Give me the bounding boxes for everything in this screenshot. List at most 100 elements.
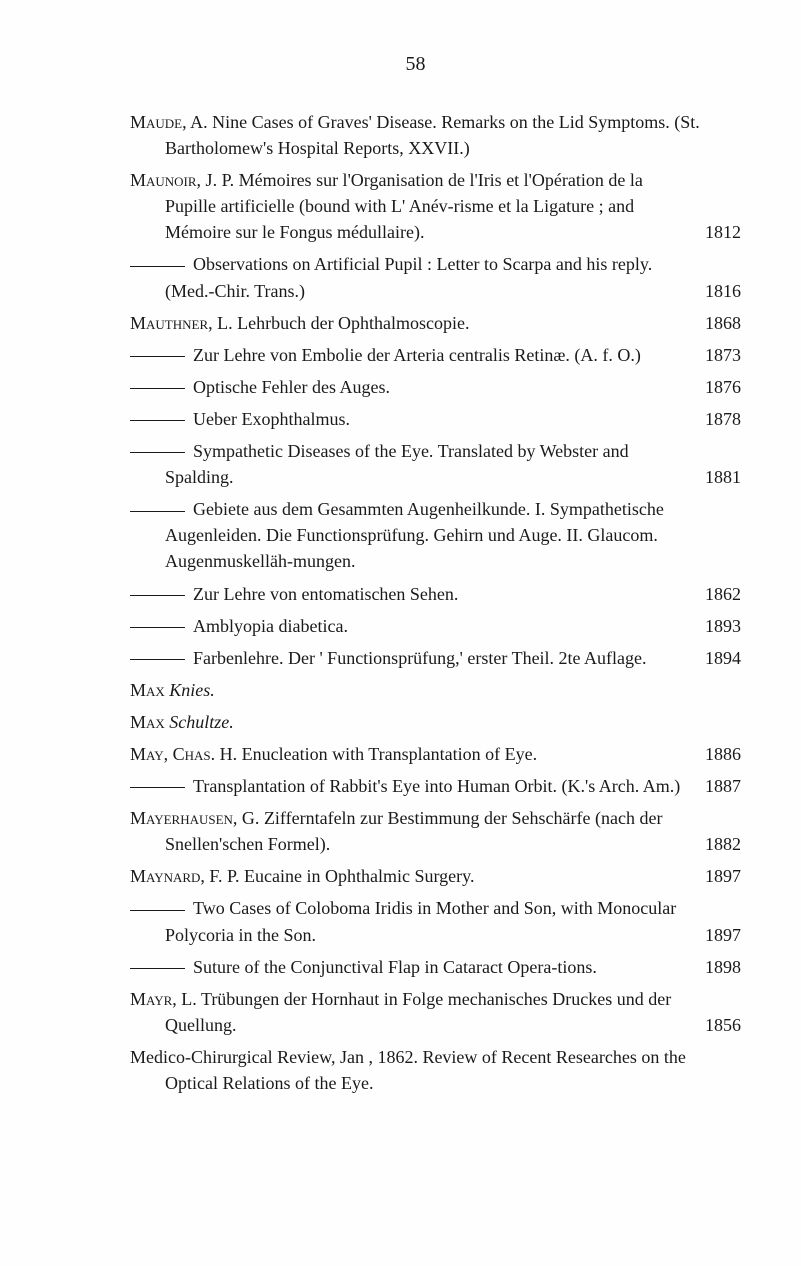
entry-text: Maynard, F. P. Eucaine in Ophthalmic Sur…	[165, 863, 741, 889]
continuation-dash	[130, 627, 185, 628]
entry-body: Schultze.	[169, 712, 234, 732]
bibliography-entry: May, Chas. H. Enucleation with Transplan…	[90, 741, 741, 767]
bibliography-entry: Observations on Artificial Pupil : Lette…	[90, 251, 741, 303]
bibliography-entry: Mayerhausen, G. Zifferntafeln zur Bestim…	[90, 805, 741, 857]
entry-text: Sympathetic Diseases of the Eye. Transla…	[165, 438, 741, 490]
entry-body: Farbenlehre. Der ' Functionsprüfung,' er…	[193, 648, 647, 668]
bibliography-entry: Two Cases of Coloboma Iridis in Mother a…	[90, 895, 741, 947]
bibliography-entry: Max Schultze.	[90, 709, 741, 735]
bibliography-entry: Transplantation of Rabbit's Eye into Hum…	[90, 773, 741, 799]
entry-year: 1897	[740, 863, 741, 889]
bibliography-entry: Maunoir, J. P. Mémoires sur l'Organisati…	[90, 167, 741, 245]
entry-text: Amblyopia diabetica.	[165, 613, 741, 639]
entry-author: Max	[130, 712, 165, 732]
entry-author: May, Chas. H.	[130, 744, 237, 764]
entry-year: 1887	[740, 773, 741, 799]
entry-text: Ueber Exophthalmus.	[165, 406, 741, 432]
entry-body: Zur Lehre von Embolie der Arteria centra…	[193, 345, 641, 365]
continuation-dash	[130, 420, 185, 421]
entry-body: Ueber Exophthalmus.	[193, 409, 350, 429]
entry-text: Max Schultze.	[165, 709, 741, 735]
entry-text: Observations on Artificial Pupil : Lette…	[165, 251, 741, 303]
entry-body: Two Cases of Coloboma Iridis in Mother a…	[165, 898, 676, 944]
entry-body: Observations on Artificial Pupil : Lette…	[165, 254, 652, 300]
entry-body: Medico-Chirurgical Review, Jan , 1862. R…	[130, 1047, 686, 1093]
entry-year: 1894	[740, 645, 741, 671]
continuation-dash	[130, 787, 185, 788]
entry-text: Maude, A. Nine Cases of Graves' Disease.…	[165, 109, 741, 161]
bibliography-entry: Gebiete aus dem Gesammten Augenheilkunde…	[90, 496, 741, 574]
entry-year: 1893	[740, 613, 741, 639]
entry-author: Mayr, L.	[130, 989, 197, 1009]
page-number: 58	[90, 50, 741, 79]
bibliography-entry: Mayr, L. Trübungen der Hornhaut in Folge…	[90, 986, 741, 1038]
entry-author: Mayerhausen, G.	[130, 808, 259, 828]
entry-year: 1886	[740, 741, 741, 767]
bibliography-entry: Mauthner, L. Lehrbuch der Ophthalmoscopi…	[90, 310, 741, 336]
entry-body: Mémoires sur l'Organisation de l'Iris et…	[165, 170, 643, 242]
entry-body: Suture of the Conjunctival Flap in Catar…	[193, 957, 597, 977]
bibliography-entry: Maude, A. Nine Cases of Graves' Disease.…	[90, 109, 741, 161]
continuation-dash	[130, 266, 185, 267]
entry-year: 1812	[740, 219, 741, 245]
entry-year: 1898	[740, 954, 741, 980]
continuation-dash	[130, 595, 185, 596]
entry-body: Trübungen der Hornhaut in Folge mechanis…	[165, 989, 671, 1035]
bibliography-entry: Max Knies.	[90, 677, 741, 703]
bibliography-entry: Sympathetic Diseases of the Eye. Transla…	[90, 438, 741, 490]
entry-text: Mauthner, L. Lehrbuch der Ophthalmoscopi…	[165, 310, 741, 336]
entry-text: Gebiete aus dem Gesammten Augenheilkunde…	[165, 496, 741, 574]
entry-author: Maynard, F. P.	[130, 866, 240, 886]
entry-year: 1876	[740, 374, 741, 400]
bibliography-entry: Suture of the Conjunctival Flap in Catar…	[90, 954, 741, 980]
entry-body: Sympathetic Diseases of the Eye. Transla…	[165, 441, 629, 487]
entry-text: Zur Lehre von Embolie der Arteria centra…	[165, 342, 741, 368]
entry-year: 1878	[740, 406, 741, 432]
continuation-dash	[130, 452, 185, 453]
entry-year: 1873	[740, 342, 741, 368]
bibliography-entry: Amblyopia diabetica. 1893	[90, 613, 741, 639]
continuation-dash	[130, 659, 185, 660]
continuation-dash	[130, 511, 185, 512]
continuation-dash	[130, 910, 185, 911]
entry-text: Max Knies.	[165, 677, 741, 703]
bibliography-entry: Optische Fehler des Auges. 1876	[90, 374, 741, 400]
entry-body: Knies.	[169, 680, 215, 700]
entry-year: 1868	[740, 310, 741, 336]
entry-text: Mayerhausen, G. Zifferntafeln zur Bestim…	[165, 805, 741, 857]
entry-text: Medico-Chirurgical Review, Jan , 1862. R…	[165, 1044, 741, 1096]
entry-body: Zur Lehre von entomatischen Sehen.	[193, 584, 458, 604]
entry-author: Maunoir, J. P.	[130, 170, 234, 190]
entry-text: Suture of the Conjunctival Flap in Catar…	[165, 954, 741, 980]
entry-text: Zur Lehre von entomatischen Sehen.	[165, 581, 741, 607]
entry-text: Maunoir, J. P. Mémoires sur l'Organisati…	[165, 167, 741, 245]
bibliography-entry: Zur Lehre von Embolie der Arteria centra…	[90, 342, 741, 368]
entry-year: 1816	[740, 278, 741, 304]
entry-text: Transplantation of Rabbit's Eye into Hum…	[165, 773, 741, 799]
continuation-dash	[130, 388, 185, 389]
entry-text: Mayr, L. Trübungen der Hornhaut in Folge…	[165, 986, 741, 1038]
entry-year: 1897	[740, 922, 741, 948]
entry-author: Maude, A.	[130, 112, 208, 132]
entry-body: Enucleation with Transplantation of Eye.	[242, 744, 537, 764]
entry-body: Nine Cases of Graves' Disease. Remarks o…	[165, 112, 700, 158]
entry-body: Eucaine in Ophthalmic Surgery.	[244, 866, 474, 886]
entry-year: 1882	[740, 831, 741, 857]
entry-year: 1856	[740, 1012, 741, 1038]
bibliography-entry: Farbenlehre. Der ' Functionsprüfung,' er…	[90, 645, 741, 671]
entry-text: May, Chas. H. Enucleation with Transplan…	[165, 741, 741, 767]
bibliography-entry: Zur Lehre von entomatischen Sehen. 1862	[90, 581, 741, 607]
entry-text: Two Cases of Coloboma Iridis in Mother a…	[165, 895, 741, 947]
entry-body: Amblyopia diabetica.	[193, 616, 348, 636]
entry-author: Mauthner, L.	[130, 313, 233, 333]
entry-body: Transplantation of Rabbit's Eye into Hum…	[193, 776, 680, 796]
bibliography-entry: Medico-Chirurgical Review, Jan , 1862. R…	[90, 1044, 741, 1096]
bibliography-list: Maude, A. Nine Cases of Graves' Disease.…	[90, 109, 741, 1096]
entry-year: 1862	[740, 581, 741, 607]
entry-author: Max	[130, 680, 165, 700]
entry-body: Optische Fehler des Auges.	[193, 377, 390, 397]
entry-text: Farbenlehre. Der ' Functionsprüfung,' er…	[165, 645, 741, 671]
bibliography-entry: Maynard, F. P. Eucaine in Ophthalmic Sur…	[90, 863, 741, 889]
entry-body: Lehrbuch der Ophthalmoscopie.	[237, 313, 469, 333]
entry-body: Gebiete aus dem Gesammten Augenheilkunde…	[165, 499, 664, 571]
